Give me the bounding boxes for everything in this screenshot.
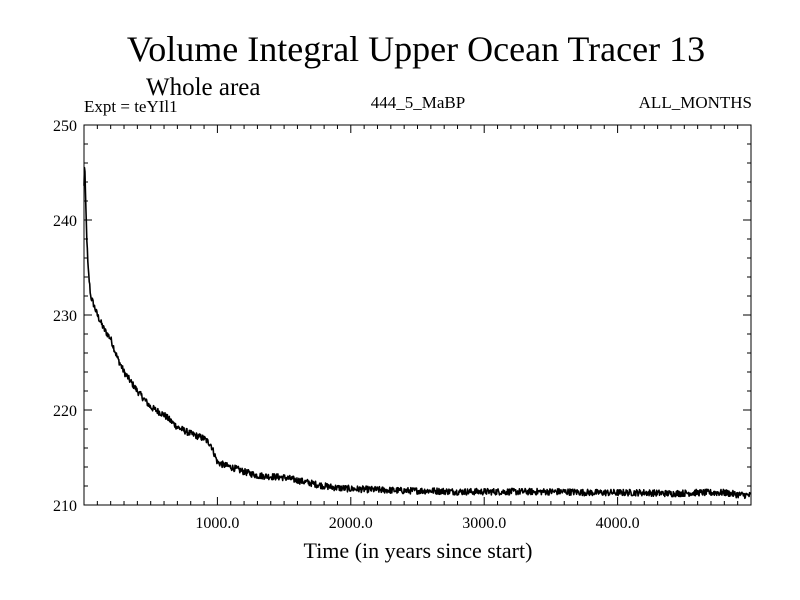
plot-frame bbox=[83, 124, 752, 506]
y-tick-label: 240 bbox=[53, 213, 77, 230]
chart-subtitle: Whole area bbox=[146, 74, 261, 101]
x-tick-label: 2000.0 bbox=[329, 515, 373, 532]
series-layer bbox=[83, 166, 752, 500]
x-tick-label: 1000.0 bbox=[195, 515, 239, 532]
x-axis-label: Time (in years since start) bbox=[304, 538, 533, 563]
x-tick-label: 3000.0 bbox=[462, 515, 506, 532]
y-tick-label: 230 bbox=[53, 308, 77, 325]
chart-title: Volume Integral Upper Ocean Tracer 13 bbox=[127, 29, 705, 69]
y-tick-label: 210 bbox=[53, 498, 77, 515]
y-tick-label: 250 bbox=[53, 118, 77, 135]
x-tick-label: 4000.0 bbox=[596, 515, 640, 532]
period-label: 444_5_MaBP bbox=[371, 93, 465, 112]
experiment-label: Expt = teYIl1 bbox=[84, 97, 178, 116]
y-tick-label: 220 bbox=[53, 403, 77, 420]
series-line bbox=[83, 166, 752, 500]
months-label: ALL_MONTHS bbox=[639, 93, 752, 112]
axis-ticks: 1000.0 2000.0 3000.0 4000.0 210 220 230 240 250 bbox=[53, 118, 751, 532]
